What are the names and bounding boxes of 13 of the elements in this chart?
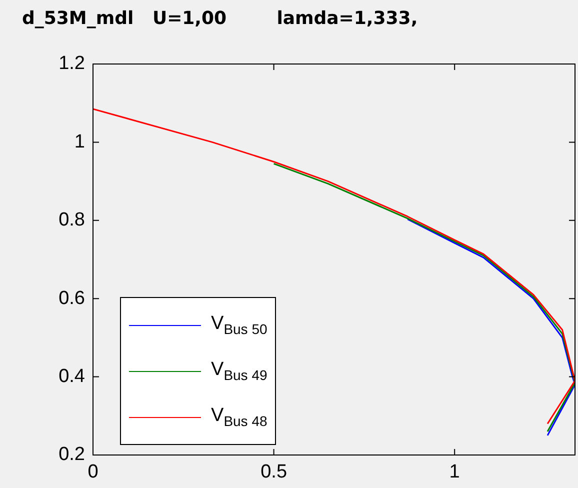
x-tick-label: 0 [88,462,98,483]
legend-label: V$_{Bus 48}$ [211,405,268,429]
y-tick-label: 1.2 [58,53,85,74]
y-tick-label: 0.2 [58,444,85,466]
y-tick-label: 0.6 [58,288,85,309]
chart-title: d_53M_mdl U=1,00 lamda=1,333, [22,8,418,29]
x-tick-label: 0.5 [260,462,288,483]
legend-label: V$_{Bus 50}$ [211,313,268,337]
legend-label: V$_{Bus 49}$ [211,359,268,383]
y-tick-label: 0.4 [58,366,86,388]
y-tick-label: 1 [74,131,85,152]
x-tick-label: 1 [449,462,460,483]
y-tick-label: 0.8 [58,210,85,231]
